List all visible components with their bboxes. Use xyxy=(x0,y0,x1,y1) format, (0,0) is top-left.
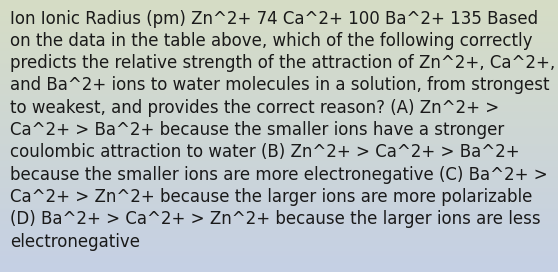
Text: Ion Ionic Radius (pm) Zn^2+ 74 Ca^2+ 100 Ba^2+ 135 Based: Ion Ionic Radius (pm) Zn^2+ 74 Ca^2+ 100… xyxy=(10,10,538,27)
Text: Ca^2+ > Ba^2+ because the smaller ions have a stronger: Ca^2+ > Ba^2+ because the smaller ions h… xyxy=(10,121,504,139)
Text: Ca^2+ > Zn^2+ because the larger ions are more polarizable: Ca^2+ > Zn^2+ because the larger ions ar… xyxy=(10,188,532,206)
Text: to weakest, and provides the correct reason? (A) Zn^2+ >: to weakest, and provides the correct rea… xyxy=(10,99,499,117)
Text: because the smaller ions are more electronegative (C) Ba^2+ >: because the smaller ions are more electr… xyxy=(10,166,548,184)
Text: predicts the relative strength of the attraction of Zn^2+, Ca^2+,: predicts the relative strength of the at… xyxy=(10,54,555,72)
Text: electronegative: electronegative xyxy=(10,233,140,251)
Text: coulombic attraction to water (B) Zn^2+ > Ca^2+ > Ba^2+: coulombic attraction to water (B) Zn^2+ … xyxy=(10,143,519,161)
Text: on the data in the table above, which of the following correctly: on the data in the table above, which of… xyxy=(10,32,532,50)
Text: (D) Ba^2+ > Ca^2+ > Zn^2+ because the larger ions are less: (D) Ba^2+ > Ca^2+ > Zn^2+ because the la… xyxy=(10,210,541,228)
Text: and Ba^2+ ions to water molecules in a solution, from strongest: and Ba^2+ ions to water molecules in a s… xyxy=(10,76,550,94)
